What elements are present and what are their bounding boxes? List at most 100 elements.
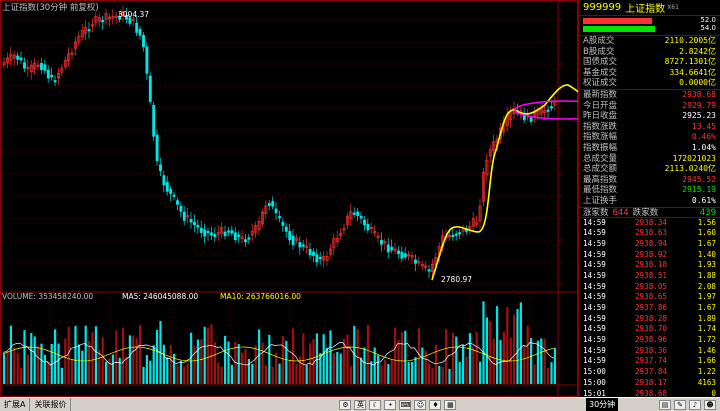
bell-icon[interactable]: ♪ <box>689 399 701 410</box>
volume-bar <box>281 335 284 384</box>
candle-body <box>162 175 166 186</box>
keyboard-icon[interactable]: ⌨ <box>399 399 412 410</box>
volume-bar <box>101 337 104 384</box>
tick-row[interactable]: 14:59 2938.63 1.60 <box>579 228 720 239</box>
kline-chart-area[interactable]: 上证指数(30分钟 前复权) 3004.37 2780.97 VOLUME: 3… <box>0 0 578 397</box>
volume-bar <box>186 363 189 384</box>
tick-row[interactable]: 15:00 2938.17 4163 <box>579 378 720 389</box>
candle-body <box>227 230 230 233</box>
kline-chart[interactable]: 上证指数(30分钟 前复权) 3004.37 2780.97 VOLUME: 3… <box>0 0 578 397</box>
period-label[interactable]: 30分钟 <box>586 398 619 411</box>
tick-row[interactable]: 14:59 2938.34 1.56 <box>579 218 720 229</box>
tick-row[interactable]: 14:59 2938.92 1.40 <box>579 250 720 261</box>
tick-price: 2938.65 <box>634 292 667 302</box>
volume-bar <box>530 338 533 384</box>
tick-row[interactable]: 14:59 2938.18 1.93 <box>579 260 720 271</box>
down-count: 439 <box>699 207 716 218</box>
tick-row[interactable]: 14:59 2938.51 1.88 <box>579 271 720 282</box>
tick-row[interactable]: 14:59 2938.94 1.67 <box>579 239 720 250</box>
tab-extension-a[interactable]: 扩展A <box>0 397 31 411</box>
tick-row[interactable]: 14:59 2938.65 1.97 <box>579 292 720 303</box>
volume-bar <box>71 358 74 384</box>
tick-volume: 1.22 <box>697 367 716 377</box>
volume-bar <box>383 359 386 384</box>
tick-time: 14:59 <box>583 303 606 312</box>
tick-price: 2938.18 <box>634 260 667 270</box>
candle-body <box>366 223 370 231</box>
volume-bar <box>244 348 247 384</box>
volume-bar <box>234 341 237 384</box>
tick-row[interactable]: 14:59 2938.28 1.89 <box>579 314 720 325</box>
tick-list[interactable]: 14:59 2938.34 1.56 14:59 2938.63 1.60 14:59 293… <box>579 218 720 400</box>
turnover-stat-key: 权证成交 <box>583 78 618 89</box>
volume-bar <box>377 355 380 384</box>
tab-related-quote[interactable]: 关联报价 <box>30 397 72 411</box>
volume-bar <box>332 353 335 384</box>
moon-icon[interactable]: ☾ <box>369 399 382 410</box>
candle-body <box>223 231 227 237</box>
tick-row[interactable]: 14:59 2938.05 2.08 <box>579 282 720 293</box>
candle-body <box>165 182 169 192</box>
ime-indicator[interactable]: 英 <box>354 399 367 410</box>
volume-bar <box>370 361 373 384</box>
volume-bar <box>98 349 101 384</box>
tick-row[interactable]: 14:59 2937.86 1.67 <box>579 303 720 314</box>
candle-body <box>414 259 417 264</box>
tick-time: 15:00 <box>583 377 606 387</box>
volume-bar <box>360 357 363 384</box>
pencil-icon[interactable]: ✎ <box>674 399 686 410</box>
tick-volume: 4163 <box>697 377 716 387</box>
person-icon[interactable]: ☺ <box>414 399 427 410</box>
candle-body <box>546 109 550 112</box>
shirt-icon[interactable]: ♦ <box>429 399 442 410</box>
quote-field-row: 最低指数 2915.19 <box>579 185 720 196</box>
tick-price: 2937.86 <box>634 303 667 312</box>
candle-body <box>63 59 67 67</box>
candle-body <box>373 231 377 234</box>
volume-bar <box>326 347 329 384</box>
user-icon[interactable]: ☻ <box>704 399 716 410</box>
volume-bar <box>329 330 332 384</box>
volume-bar <box>84 325 87 384</box>
candle-body <box>12 54 16 59</box>
volume-bar <box>346 334 349 384</box>
quote-field-row: 今日开盘 2929.79 <box>579 101 720 112</box>
volume-bar <box>472 346 475 384</box>
tick-row[interactable]: 14:59 2938.70 1.74 <box>579 324 720 335</box>
dot-icon[interactable]: • <box>384 399 397 410</box>
candle-body <box>176 200 179 205</box>
candle-body <box>403 253 407 258</box>
candle-body <box>458 232 462 235</box>
volume-bar <box>74 325 77 384</box>
candle-body <box>499 127 502 139</box>
quote-field-value: 1.04% <box>691 142 716 152</box>
volume-bar <box>387 364 390 384</box>
candle-body <box>369 226 373 230</box>
tick-row[interactable]: 15:00 2937.84 1.22 <box>579 367 720 378</box>
tick-row[interactable]: 15:01 2938.68 0 <box>579 389 720 400</box>
volume-bar <box>275 352 278 384</box>
settings-icon[interactable]: ⚙ <box>339 399 352 410</box>
quote-field-row: 总成交额 2113.0240亿 <box>579 164 720 175</box>
candle-body <box>410 255 414 258</box>
turnover-stat-value: 0.0000亿 <box>679 78 716 88</box>
tick-row[interactable]: 14:59 2938.96 1.72 <box>579 335 720 346</box>
quote-field-key: 总成交额 <box>583 164 618 175</box>
candle-body <box>70 52 74 55</box>
volume-bar <box>20 368 23 384</box>
tick-row[interactable]: 14:59 2937.74 1.66 <box>579 356 720 367</box>
candle-body <box>36 64 40 67</box>
tick-price: 2938.28 <box>634 313 667 323</box>
tick-time: 14:59 <box>583 356 606 366</box>
volume-bar <box>67 326 70 384</box>
volume-bar <box>207 328 210 384</box>
turnover-stat-row: 国债成交 8727.1301亿 <box>579 57 720 68</box>
candle-body <box>250 231 254 236</box>
grid-icon[interactable]: ▦ <box>444 399 457 410</box>
volume-bar <box>492 338 495 384</box>
volume-bar <box>424 350 427 384</box>
candle-body <box>451 234 455 238</box>
chart-icon[interactable]: ▤ <box>659 399 671 410</box>
volume-bar <box>489 321 492 384</box>
tick-row[interactable]: 14:59 2938.36 1.46 <box>579 346 720 357</box>
